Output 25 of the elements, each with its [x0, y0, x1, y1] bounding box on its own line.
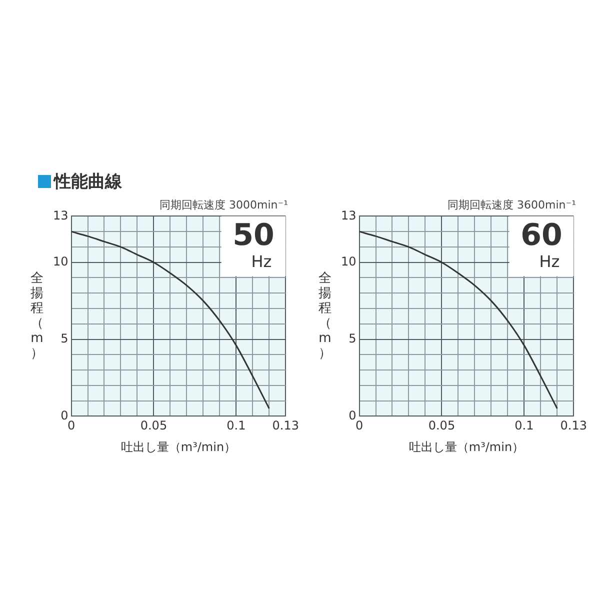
x-axis-title: 吐出し量（m³/min）	[120, 440, 236, 454]
x-tick-label: 0.1	[226, 418, 246, 433]
x-axis-title: 吐出し量（m³/min）	[408, 440, 524, 454]
y-tick-label: 5	[60, 331, 68, 346]
annotation: 50	[232, 218, 274, 253]
y-axis-title: 全揚程（m）	[30, 271, 44, 361]
annotation: 60	[520, 218, 562, 253]
x-tick-label: 0.13	[560, 418, 587, 433]
y-tick-label: 10	[340, 254, 356, 268]
y-axis-title: 全揚程（m）	[318, 271, 332, 361]
x-tick-label: 0.1	[514, 418, 534, 433]
annotation: Hz	[251, 252, 272, 272]
chart-subtitle: 同期回転速度 3600min⁻¹	[448, 198, 576, 212]
x-tick-label: 0.13	[272, 418, 299, 433]
y-tick-label: 13	[340, 208, 356, 222]
y-tick-label: 13	[52, 208, 68, 222]
y-tick-label: 0	[60, 408, 68, 422]
chart-title: 性能曲線	[54, 171, 122, 193]
y-tick-label: 0	[348, 408, 356, 422]
x-tick-label: 0.05	[428, 418, 456, 433]
y-tick-label: 10	[52, 254, 68, 268]
annotation: Hz	[539, 252, 560, 272]
y-tick-label: 5	[348, 331, 356, 346]
x-tick-label: 0.05	[140, 418, 168, 433]
chart-subtitle: 同期回転速度 3000min⁻¹	[160, 198, 288, 212]
